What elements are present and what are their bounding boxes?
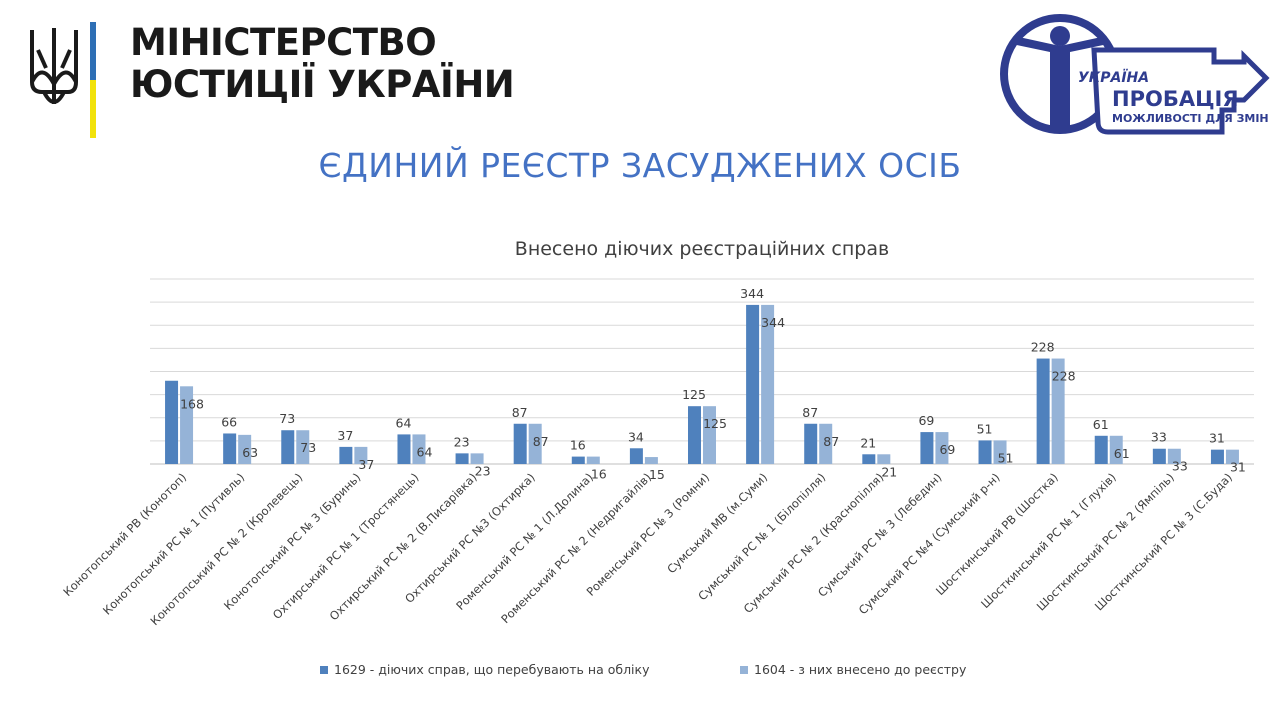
bar-series1 [804, 423, 818, 464]
bar-series1 [513, 423, 527, 464]
legend-swatch-series1 [320, 665, 328, 674]
legend-label-series1: 1629 - діючих справ, що перебувають на о… [334, 662, 650, 677]
bar-series2 [296, 430, 310, 464]
bar-series2 [528, 423, 542, 464]
ministry-name-line1: МІНІСТЕРСТВО [130, 21, 437, 64]
data-label-series2: 69 [939, 442, 955, 457]
bar-series1 [978, 440, 992, 464]
ministry-logo: МІНІСТЕРСТВО ЮСТИЦІЇ УКРАЇНИ [26, 20, 515, 140]
legend-item-series2: 1604 - з них внесено до реєстру [740, 662, 966, 677]
data-label-series1: 69 [918, 413, 934, 428]
data-label-series1: 34 [628, 429, 644, 444]
data-label-series1: 23 [454, 434, 470, 449]
bar-series1 [746, 304, 760, 464]
legend-swatch-series2 [740, 665, 748, 674]
category-label: Сумський МВ (м.Суми) [664, 470, 770, 576]
data-label-series1: 228 [1031, 340, 1055, 355]
bar-series2 [238, 434, 252, 464]
trident-emblem-icon [30, 22, 96, 138]
data-label-series2: 168 [180, 396, 204, 411]
data-label-series1: 33 [1151, 430, 1167, 445]
bar-series1 [862, 454, 876, 464]
data-label-series2: 63 [242, 445, 258, 460]
data-label-series1: 16 [570, 438, 586, 453]
data-label-series2: 73 [300, 440, 316, 455]
bar-series2 [180, 386, 194, 464]
data-label-series1: 31 [1209, 431, 1225, 446]
legend-label-series2: 1604 - з них внесено до реєстру [754, 662, 967, 677]
ministry-name-line2: ЮСТИЦІЇ УКРАЇНИ [130, 63, 515, 106]
data-label-series2: 51 [998, 450, 1014, 465]
bar-series1 [281, 430, 295, 464]
data-label-series2: 21 [881, 464, 897, 479]
bar-series1 [629, 448, 643, 464]
bar-series1 [1152, 448, 1166, 464]
data-label-series2: 16 [591, 467, 607, 482]
bar-series2 [644, 457, 658, 464]
data-label-series1: 344 [740, 286, 764, 301]
data-label-series1: 64 [396, 415, 412, 430]
data-label-series1: 73 [279, 411, 295, 426]
bar-series2 [877, 454, 891, 464]
bar-series1 [1036, 358, 1050, 464]
bar-series2 [935, 432, 949, 464]
data-label-series1: 125 [682, 387, 706, 402]
category-label: Сумський РС № 1 (Білопілля) [695, 470, 828, 603]
data-label-series1: 66 [221, 414, 237, 429]
data-label-series2: 31 [1230, 460, 1246, 475]
data-label-series1: 87 [802, 405, 818, 420]
category-label: Шосткинський РВ (Шостка) [933, 470, 1061, 598]
chart-title: Внесено діючих реєстраційних справ [515, 238, 889, 260]
probation-name-text: ПРОБАЦІЯ [1112, 87, 1239, 111]
data-label-series1: 37 [337, 428, 353, 443]
bar-series1 [339, 446, 353, 464]
bar-series1 [688, 406, 701, 464]
category-label: Конотопський РВ (Конотоп) [60, 470, 189, 599]
bar-series2 [470, 453, 484, 464]
bar-series2 [819, 423, 833, 464]
bar-series2 [1225, 449, 1239, 464]
data-label-series2: 87 [823, 434, 839, 449]
data-label-series2: 23 [475, 463, 491, 478]
bar-series1 [397, 434, 411, 464]
bar-series1 [165, 380, 179, 464]
data-label-series1: 51 [977, 421, 993, 436]
legend-item-series1: 1629 - діючих справ, що перебувають на о… [320, 662, 649, 677]
data-label-series2: 64 [417, 444, 433, 459]
bar-series2 [1051, 358, 1065, 464]
bar-series2 [1167, 448, 1181, 464]
bar-series1 [455, 453, 469, 464]
data-label-series2: 87 [533, 434, 549, 449]
category-label: Роменський РС № 3 (Ромни) [584, 470, 712, 598]
bar-series1 [223, 433, 237, 464]
data-label-series1: 21 [860, 435, 876, 450]
bar-series2 [703, 406, 716, 464]
page-title: ЄДИНИЙ РЕЄСТР ЗАСУДЖЕНИХ ОСІБ [318, 146, 962, 185]
bar-series1 [920, 432, 934, 464]
bar-series2 [354, 446, 368, 464]
probation-logo: УКРАЇНА ПРОБАЦІЯ МОЖЛИВОСТІ ДЛЯ ЗМІН [1000, 14, 1270, 135]
data-label-series2: 125 [703, 416, 727, 431]
bar-series2 [993, 440, 1007, 464]
data-label-series2: 344 [761, 315, 785, 330]
data-label-series2: 37 [358, 457, 374, 472]
data-label-series2: 15 [649, 467, 665, 482]
bar-series2 [1109, 435, 1123, 464]
bar-series1 [1094, 435, 1108, 464]
probation-ukraine-text: УКРАЇНА [1078, 69, 1149, 86]
probation-slogan-text: МОЖЛИВОСТІ ДЛЯ ЗМІН [1112, 112, 1269, 125]
data-label-series2: 61 [1114, 446, 1130, 461]
bar-series1 [1210, 449, 1224, 464]
bar-series2 [761, 304, 775, 464]
data-label-series1: 87 [512, 405, 528, 420]
chart-legend: 1629 - діючих справ, що перебувають на о… [0, 662, 1280, 682]
bar-series1 [571, 456, 585, 464]
bar-series2 [412, 434, 426, 464]
data-label-series2: 228 [1052, 369, 1076, 384]
data-label-series2: 33 [1172, 459, 1188, 474]
category-label: Сумський РС № 3 (Лебедин) [815, 470, 945, 600]
data-label-series1: 61 [1093, 417, 1109, 432]
bar-series2 [586, 456, 600, 464]
